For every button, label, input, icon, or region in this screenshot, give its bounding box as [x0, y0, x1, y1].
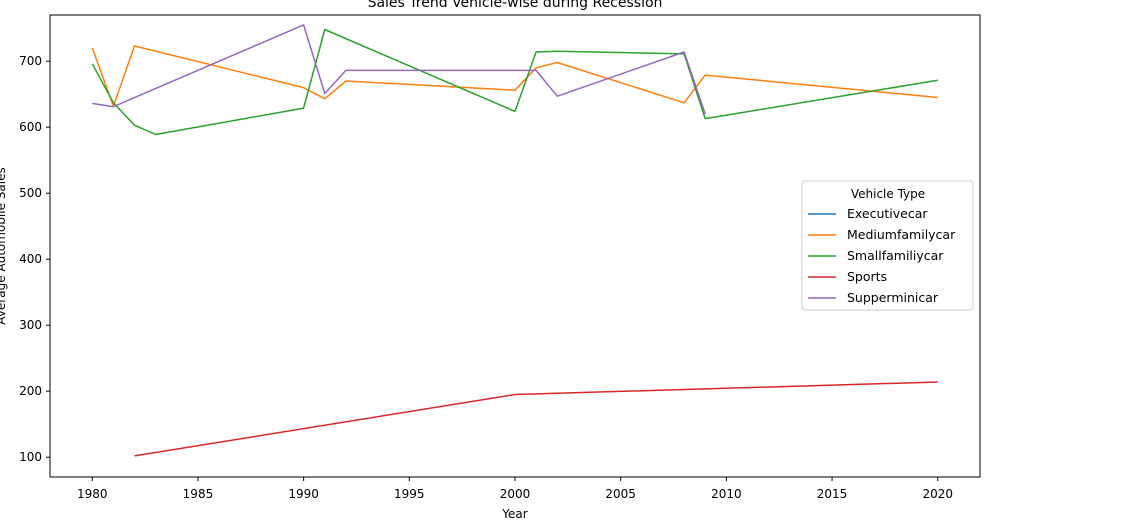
- x-tick-label: 2020: [922, 487, 953, 501]
- series-line-mediumfamilycar: [91, 45, 938, 107]
- y-tick-label: 500: [19, 186, 42, 200]
- x-axis-label: Year: [501, 507, 527, 521]
- y-tick-label: 600: [19, 120, 42, 134]
- x-tick-label: 2000: [500, 487, 531, 501]
- legend: Vehicle Type Executivecar Mediumfamilycar…: [801, 180, 974, 311]
- legend-label: Supperminicar: [847, 290, 939, 305]
- series-line-sports: [134, 381, 938, 457]
- chart-title: Sales Trend Vehicle-wise during Recessio…: [368, 0, 663, 11]
- y-tick-label: 400: [19, 252, 42, 266]
- y-axis: 100 200 300 400 500 600 700: [19, 54, 50, 464]
- legend-title: Vehicle Type: [851, 187, 925, 201]
- legend-items: Executivecar Mediumfamilycar Smallfamiliyc…: [808, 206, 956, 305]
- y-tick-label: 300: [19, 318, 42, 332]
- x-tick-label: 2005: [605, 487, 636, 501]
- y-tick-label: 100: [19, 450, 42, 464]
- x-tick-label: 1980: [77, 487, 108, 501]
- y-axis-label: Average Automobile Sales: [0, 167, 8, 324]
- legend-label: Executivecar: [847, 206, 928, 221]
- legend-label: Mediumfamilycar: [847, 227, 956, 242]
- x-tick-label: 1995: [394, 487, 425, 501]
- x-tick-label: 1985: [183, 487, 214, 501]
- series-line-supperminicar: [92, 24, 706, 115]
- legend-frame: [801, 180, 974, 311]
- x-axis: 1980 1985 1990 1995 2000 2005 2010 2015 2020: [77, 477, 953, 501]
- y-tick-label: 200: [19, 384, 42, 398]
- legend-label: Sports: [847, 269, 887, 284]
- x-tick-label: 1990: [288, 487, 319, 501]
- series-layer: [91, 24, 938, 457]
- x-tick-label: 2010: [711, 487, 742, 501]
- y-tick-label: 700: [19, 54, 42, 68]
- legend-label: Smallfamiliycar: [847, 248, 944, 263]
- x-tick-label: 2015: [817, 487, 848, 501]
